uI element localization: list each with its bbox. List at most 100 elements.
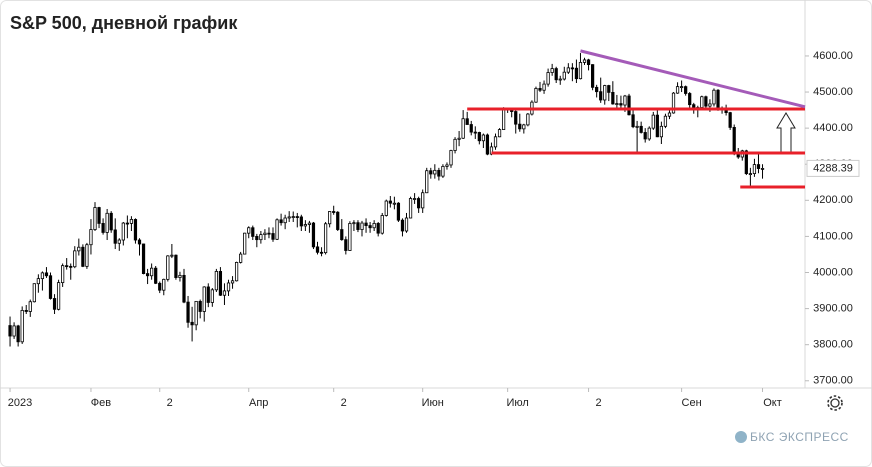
- candle-body: [8, 325, 12, 337]
- candle-body: [356, 222, 360, 230]
- candle-body: [712, 89, 716, 105]
- candle-body: [328, 211, 332, 225]
- candle-body: [396, 202, 401, 221]
- candle-body: [603, 85, 607, 101]
- candle-body: [760, 168, 765, 170]
- y-tick-label: 4600.00: [813, 50, 853, 62]
- candle-body: [570, 67, 574, 70]
- candle-body: [154, 267, 158, 284]
- candle-body: [404, 217, 409, 232]
- x-tick-label: Июн: [422, 397, 444, 409]
- candle-body: [619, 103, 623, 106]
- x-tick-label: 2: [167, 397, 173, 409]
- candle-body: [315, 246, 320, 253]
- candle-body: [182, 274, 186, 303]
- candle-body: [700, 96, 704, 108]
- candle-body: [497, 129, 502, 138]
- candle-body: [48, 275, 53, 299]
- candle-body: [550, 68, 554, 73]
- candle-body: [178, 274, 182, 278]
- candle-body: [675, 86, 680, 94]
- candle-body: [376, 223, 380, 234]
- candle-body: [307, 222, 312, 225]
- candle-body: [125, 222, 129, 225]
- candle-body: [708, 103, 712, 107]
- settings-icon-teeth[interactable]: [827, 395, 843, 411]
- y-tick-label: 4200.00: [813, 194, 853, 206]
- candle-body: [150, 267, 154, 277]
- candle-body: [647, 127, 651, 140]
- candle-body: [643, 132, 647, 140]
- candle-body: [667, 112, 672, 117]
- candle-body: [210, 289, 214, 303]
- candle-body: [477, 132, 481, 142]
- candle-body: [380, 215, 384, 234]
- chart-title: S&P 500, дневной график: [10, 13, 238, 33]
- candle-body: [635, 125, 639, 128]
- candle-body: [239, 253, 243, 263]
- candle-body: [586, 59, 591, 66]
- candle-body: [141, 243, 146, 274]
- settings-icon[interactable]: [827, 395, 843, 411]
- watermark-logo: [735, 431, 747, 443]
- y-tick-label: 3800.00: [813, 339, 853, 351]
- candle-body: [36, 278, 40, 285]
- candle-body: [445, 164, 449, 167]
- candle-body: [145, 273, 150, 277]
- candle-body: [627, 95, 631, 116]
- candle-body: [105, 212, 109, 233]
- candle-body: [263, 232, 267, 236]
- candle-body: [61, 265, 65, 284]
- x-tick-label: Июл: [506, 397, 528, 409]
- candle-body: [299, 216, 303, 227]
- candle-body: [295, 216, 299, 218]
- candle-body: [319, 251, 324, 254]
- candle-body: [518, 123, 522, 130]
- settings-icon-core[interactable]: [830, 398, 840, 408]
- candle-body: [101, 223, 105, 233]
- candle-body: [631, 114, 635, 128]
- candle-body: [352, 222, 356, 225]
- candle-body: [554, 68, 558, 81]
- candle-body: [129, 219, 134, 224]
- candle-body: [65, 265, 69, 268]
- candle-body: [485, 134, 490, 155]
- candle-body: [162, 278, 166, 291]
- candle-body: [73, 250, 77, 268]
- candle-body: [417, 198, 421, 209]
- candle-body: [607, 85, 611, 93]
- candle-body: [311, 222, 316, 248]
- candle-body: [437, 169, 441, 177]
- candle-body: [408, 198, 413, 219]
- candle-body: [538, 88, 542, 91]
- candle-body: [481, 134, 485, 142]
- candle-body: [226, 282, 231, 292]
- x-tick-label: Апр: [249, 397, 268, 409]
- x-tick-label: 2023: [8, 397, 32, 409]
- candle-body: [582, 59, 587, 63]
- candle-body: [243, 232, 247, 255]
- candle-body: [441, 165, 445, 177]
- candle-body: [704, 96, 708, 107]
- candle-body: [20, 309, 24, 343]
- candle-body: [372, 223, 376, 229]
- candle-body: [271, 233, 275, 240]
- x-tick-label: Сен: [682, 397, 702, 409]
- candle-body: [28, 301, 32, 312]
- candle-body: [457, 137, 461, 140]
- candle-body: [287, 216, 291, 219]
- candle-body: [514, 111, 518, 125]
- candle-body: [303, 224, 307, 227]
- candle-body: [493, 136, 498, 148]
- candle-body: [655, 114, 659, 138]
- x-tick-label: 2: [341, 397, 347, 409]
- y-tick-label: 4400.00: [813, 122, 853, 134]
- candle-body: [332, 211, 336, 213]
- candle-body: [166, 255, 170, 280]
- candle-body: [756, 164, 761, 169]
- candle-body: [562, 71, 566, 80]
- y-tick-label: 4500.00: [813, 86, 853, 98]
- candle-body: [158, 282, 162, 291]
- candle-body: [113, 229, 117, 244]
- candle-body: [384, 200, 388, 216]
